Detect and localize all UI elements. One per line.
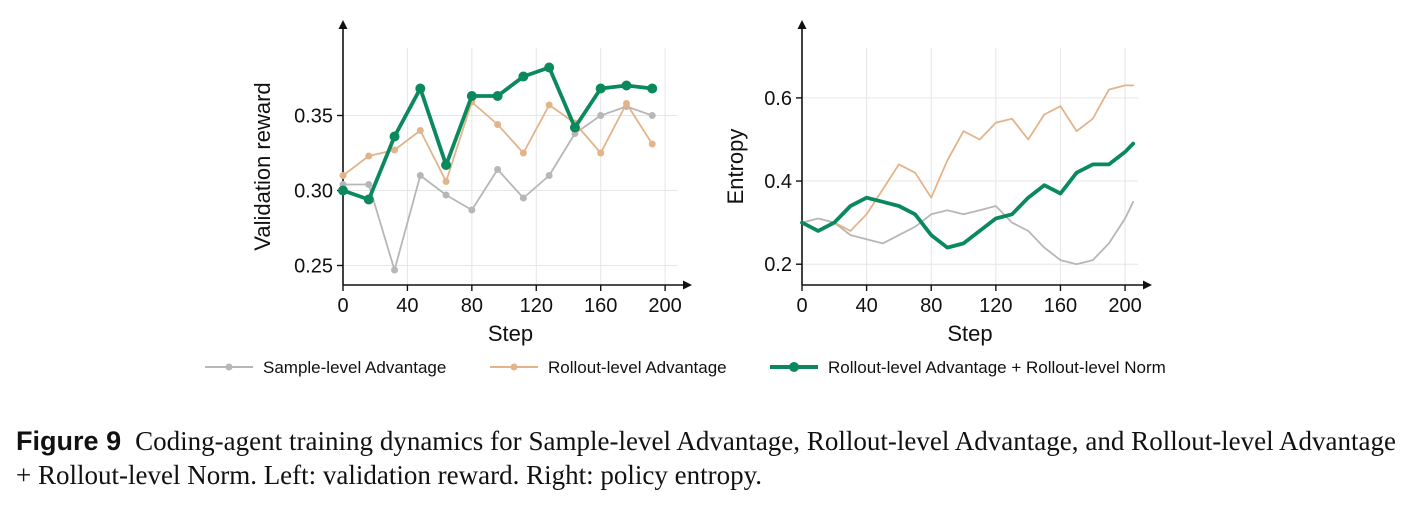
- entropy-y-tick-label: 0.4: [764, 171, 792, 193]
- entropy-chart: 0 40 80 120 160 200 0.2 0.4 0.6 Step Entropy: [723, 20, 1152, 346]
- reward-data-point-3: [518, 71, 529, 82]
- legend-marker-2: [510, 363, 518, 371]
- entropy-x-tick-label: 40: [855, 295, 877, 317]
- reward-y-axis-label: Validation reward: [250, 82, 275, 250]
- entropy-x-axis-label: Step: [947, 321, 992, 346]
- reward-data-point-1: [391, 266, 399, 274]
- validation-reward-chart: 0 40 80 120 160 200 0.25 0.30 0.35 Step Validation…: [250, 20, 692, 346]
- reward-data-point-1: [416, 172, 424, 179]
- legend-marker-1: [225, 363, 233, 371]
- reward-data-point-2: [442, 178, 450, 185]
- entropy-x-tick-label: 200: [1108, 295, 1141, 317]
- reward-data-point-2: [597, 149, 605, 157]
- reward-y-tick-label: 0.35: [294, 106, 333, 128]
- reward-data-point-3: [441, 160, 452, 170]
- reward-data-point-3: [492, 91, 503, 101]
- reward-data-point-3: [338, 185, 348, 196]
- entropy-series-line-2: [801, 84, 1135, 232]
- reward-x-tick-label: 40: [396, 295, 418, 317]
- reward-series-line-3: [341, 65, 655, 202]
- entropy-series-line-3: [800, 141, 1136, 250]
- reward-data-point-3: [466, 91, 477, 101]
- reward-data-point-2: [416, 127, 424, 134]
- entropy-series-line-1: [801, 200, 1135, 266]
- reward-data-point-2: [622, 100, 630, 107]
- entropy-x-tick-label: 120: [979, 295, 1012, 317]
- reward-data-point-2: [391, 146, 399, 154]
- reward-y-tick-label: 0.25: [294, 256, 333, 278]
- reward-data-point-2: [494, 121, 502, 128]
- entropy-x-tick-label: 80: [920, 295, 942, 317]
- reward-data-point-3: [595, 83, 606, 94]
- reward-data-point-1: [597, 112, 605, 119]
- legend-label-1: Sample-level Advantage: [263, 358, 446, 377]
- entropy-y-tick-label: 0.6: [764, 88, 792, 110]
- reward-data-point-2: [365, 152, 373, 160]
- reward-data-point-3: [621, 80, 632, 91]
- reward-data-point-3: [415, 83, 426, 94]
- reward-data-point-1: [468, 206, 476, 214]
- reward-data-point-2: [339, 172, 347, 179]
- reward-data-point-3: [363, 194, 374, 205]
- legend: Sample-level Advantage Rollout-level Adva…: [205, 358, 1166, 377]
- reward-x-tick-label: 200: [648, 295, 681, 317]
- figure-caption: Figure 9 Coding-agent training dynamics f…: [16, 424, 1396, 492]
- reward-data-point-1: [494, 166, 502, 173]
- reward-x-tick-label: 160: [584, 295, 617, 317]
- reward-data-point-1: [545, 172, 553, 179]
- reward-data-point-3: [647, 83, 658, 94]
- reward-x-axis-label: Step: [488, 321, 533, 346]
- caption-label: Figure 9: [16, 426, 122, 456]
- reward-data-point-1: [365, 181, 373, 188]
- entropy-y-axis-label: Entropy: [723, 129, 748, 205]
- entropy-y-tick-label: 0.2: [764, 254, 792, 276]
- legend-label-2: Rollout-level Advantage: [548, 358, 727, 377]
- reward-y-tick-label: 0.30: [294, 181, 333, 203]
- reward-x-tick-label: 80: [461, 295, 483, 317]
- caption-text: Coding-agent training dynamics for Sampl…: [16, 426, 1396, 490]
- legend-marker-3: [789, 362, 799, 372]
- entropy-x-tick-label: 160: [1044, 295, 1077, 317]
- reward-data-point-1: [648, 112, 656, 119]
- reward-y-arrow: [338, 20, 348, 29]
- reward-series-line-1: [342, 105, 654, 271]
- entropy-y-arrow: [797, 20, 807, 29]
- reward-data-point-1: [519, 194, 527, 202]
- reward-x-tick-label: 120: [520, 295, 553, 317]
- reward-data-point-2: [519, 149, 527, 157]
- reward-data-point-2: [545, 101, 553, 109]
- reward-x-arrow: [683, 280, 692, 290]
- reward-data-point-3: [544, 62, 555, 73]
- entropy-x-tick-label: 0: [796, 295, 807, 317]
- reward-data-point-1: [442, 191, 450, 199]
- legend-label-3: Rollout-level Advantage + Rollout-level …: [828, 358, 1166, 377]
- reward-data-point-3: [569, 122, 580, 133]
- entropy-x-arrow: [1143, 280, 1152, 290]
- reward-data-point-2: [648, 140, 656, 148]
- reward-x-tick-label: 0: [337, 295, 348, 317]
- reward-data-point-3: [389, 131, 400, 142]
